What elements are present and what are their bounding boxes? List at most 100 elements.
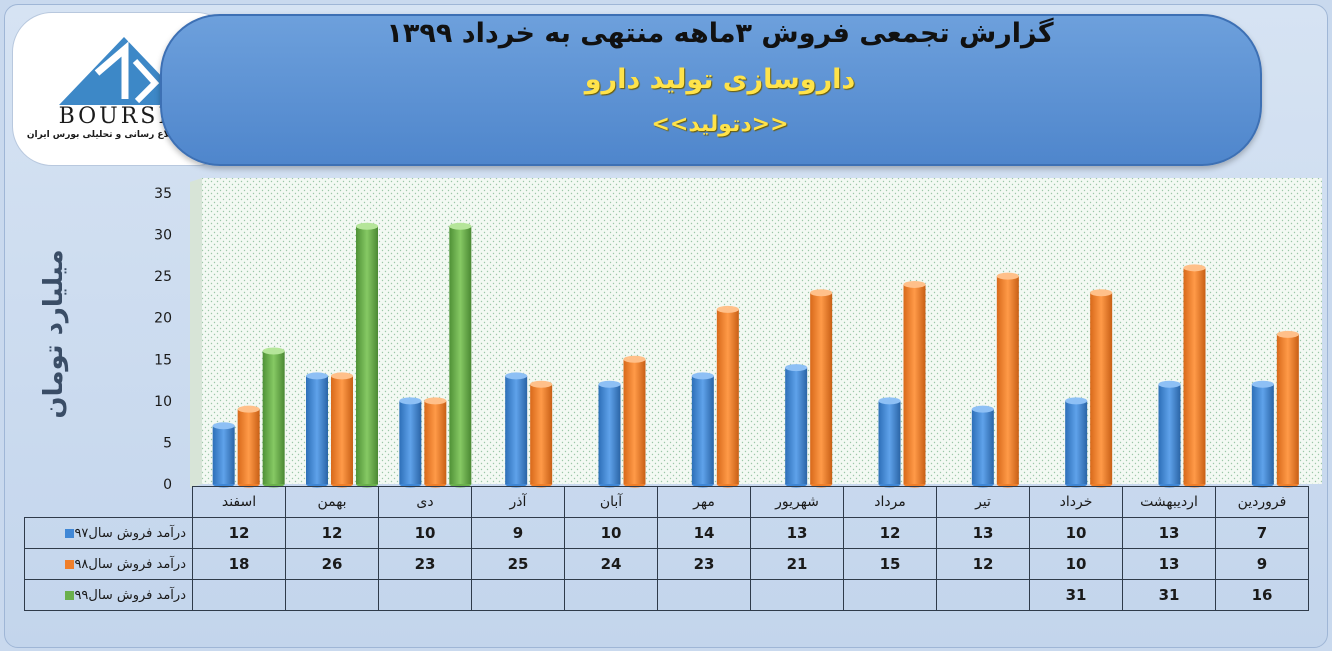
value-cell: 26 bbox=[285, 548, 379, 580]
bar-s98 bbox=[903, 280, 926, 488]
bar-s98 bbox=[331, 372, 353, 488]
bar-s97 bbox=[691, 372, 714, 488]
value-cell: 24 bbox=[564, 548, 658, 580]
value-cell: 21 bbox=[750, 548, 844, 580]
month-label: دی bbox=[378, 486, 472, 518]
value-cell: 12 bbox=[285, 517, 379, 549]
bar-s97 bbox=[971, 405, 994, 488]
bars bbox=[212, 222, 1299, 488]
y-tick-label: 30 bbox=[154, 228, 172, 244]
bar-s97 bbox=[785, 364, 808, 488]
value-cell bbox=[378, 579, 472, 611]
value-cell: 12 bbox=[843, 517, 937, 549]
ticker-symbol: <<دتولید>> bbox=[651, 112, 789, 137]
value-cell bbox=[936, 579, 1030, 611]
value-cell: 9 bbox=[471, 517, 565, 549]
value-cell bbox=[285, 579, 379, 611]
bar-s99 bbox=[449, 222, 472, 488]
bar-s97 bbox=[1158, 380, 1181, 488]
value-cell: 13 bbox=[936, 517, 1030, 549]
y-axis: 0 5 10 15 20 25 30 35 bbox=[154, 186, 172, 493]
series-name: درآمد فروش سال۹۹ bbox=[74, 587, 186, 603]
logo-word: BOURSE bbox=[58, 104, 178, 129]
month-label: مهر bbox=[657, 486, 751, 518]
title-banner bbox=[160, 14, 1262, 166]
value-cell: 18 bbox=[192, 548, 286, 580]
series-name: درآمد فروش سال۹۷ bbox=[74, 525, 186, 541]
table-row: 16 31 31 درآمد فروش سال۹۹ bbox=[24, 579, 1309, 611]
month-label: مرداد bbox=[843, 486, 937, 518]
plot-side-wall bbox=[190, 178, 202, 488]
y-tick-label: 0 bbox=[163, 477, 172, 493]
value-cell: 10 bbox=[378, 517, 472, 549]
value-cell: 25 bbox=[471, 548, 565, 580]
y-axis-label: میلیارد تومان bbox=[39, 249, 69, 419]
value-cell: 13 bbox=[750, 517, 844, 549]
bar-s98 bbox=[530, 380, 553, 488]
value-cell: 31 bbox=[1029, 579, 1123, 611]
value-cell: 31 bbox=[1122, 579, 1216, 611]
value-cell bbox=[564, 579, 658, 611]
value-cell: 16 bbox=[1215, 579, 1309, 611]
bar-s98 bbox=[1090, 289, 1113, 488]
series-name: درآمد فروش سال۹۸ bbox=[74, 556, 186, 572]
value-cell: 10 bbox=[1029, 517, 1123, 549]
month-label: تیر bbox=[936, 486, 1030, 518]
bar-s97 bbox=[1065, 397, 1088, 488]
value-cell: 14 bbox=[657, 517, 751, 549]
value-cell: 15 bbox=[843, 548, 937, 580]
table-corner bbox=[24, 486, 193, 518]
bar-s98 bbox=[716, 305, 739, 488]
bar-s99 bbox=[262, 347, 285, 488]
y-tick-label: 5 bbox=[163, 435, 172, 451]
table-row: 7 13 10 13 12 13 14 10 9 10 12 12 درآمد فروش سال۹۷ bbox=[24, 517, 1309, 549]
bar-s98 bbox=[996, 272, 1019, 488]
y-tick-label: 35 bbox=[154, 186, 172, 202]
bar-s99 bbox=[356, 222, 378, 488]
bar-s97 bbox=[598, 380, 621, 488]
logo-caption: پایگاه اطلاع رسانی و تحلیلی بورس ایران bbox=[26, 130, 210, 140]
value-cell: 7 bbox=[1215, 517, 1309, 549]
month-label: بهمن bbox=[285, 486, 379, 518]
table-row: 9 13 10 12 15 21 23 24 25 23 26 18 درآمد فروش سال۹۸ bbox=[24, 548, 1309, 580]
legend-swatch bbox=[65, 590, 75, 600]
value-cell: 12 bbox=[936, 548, 1030, 580]
value-cell: 10 bbox=[564, 517, 658, 549]
bar-s98 bbox=[424, 397, 447, 488]
value-cell: 12 bbox=[192, 517, 286, 549]
bar-s97 bbox=[212, 422, 235, 488]
y-tick-label: 25 bbox=[154, 269, 172, 285]
value-cell: 13 bbox=[1122, 548, 1216, 580]
bar-s97 bbox=[306, 372, 328, 488]
legend-swatch bbox=[65, 528, 75, 538]
company-name: داروسازی تولید دارو bbox=[584, 64, 856, 95]
month-label: اردیبهشت bbox=[1122, 486, 1216, 518]
value-cell: 23 bbox=[657, 548, 751, 580]
data-table: فروردین اردیبهشت خرداد تیر مرداد شهریور مهر آبا… bbox=[24, 486, 1309, 611]
bar-s97 bbox=[505, 372, 528, 488]
value-cell bbox=[471, 579, 565, 611]
plot-area bbox=[202, 178, 1322, 484]
legend-cell: درآمد فروش سال۹۸ bbox=[24, 548, 193, 580]
month-label: خرداد bbox=[1029, 486, 1123, 518]
value-cell bbox=[192, 579, 286, 611]
y-tick-label: 10 bbox=[154, 394, 172, 410]
value-cell bbox=[843, 579, 937, 611]
report-title: گزارش تجمعی فروش ۳ماهه منتهی به خرداد ۱۳… bbox=[386, 18, 1054, 49]
bar-s98 bbox=[237, 405, 260, 488]
value-cell: 9 bbox=[1215, 548, 1309, 580]
bar-s97 bbox=[878, 397, 901, 488]
month-label: آبان bbox=[564, 486, 658, 518]
legend-cell: درآمد فروش سال۹۷ bbox=[24, 517, 193, 549]
bar-s98 bbox=[1183, 264, 1206, 488]
legend-swatch bbox=[65, 559, 75, 569]
bar-s97 bbox=[399, 397, 422, 488]
month-label: شهریور bbox=[750, 486, 844, 518]
bar-s98 bbox=[623, 355, 646, 488]
value-cell: 23 bbox=[378, 548, 472, 580]
month-label: فروردین bbox=[1215, 486, 1309, 518]
y-tick-label: 20 bbox=[154, 311, 172, 327]
logo-triangle-icon bbox=[59, 37, 189, 105]
value-cell bbox=[750, 579, 844, 611]
